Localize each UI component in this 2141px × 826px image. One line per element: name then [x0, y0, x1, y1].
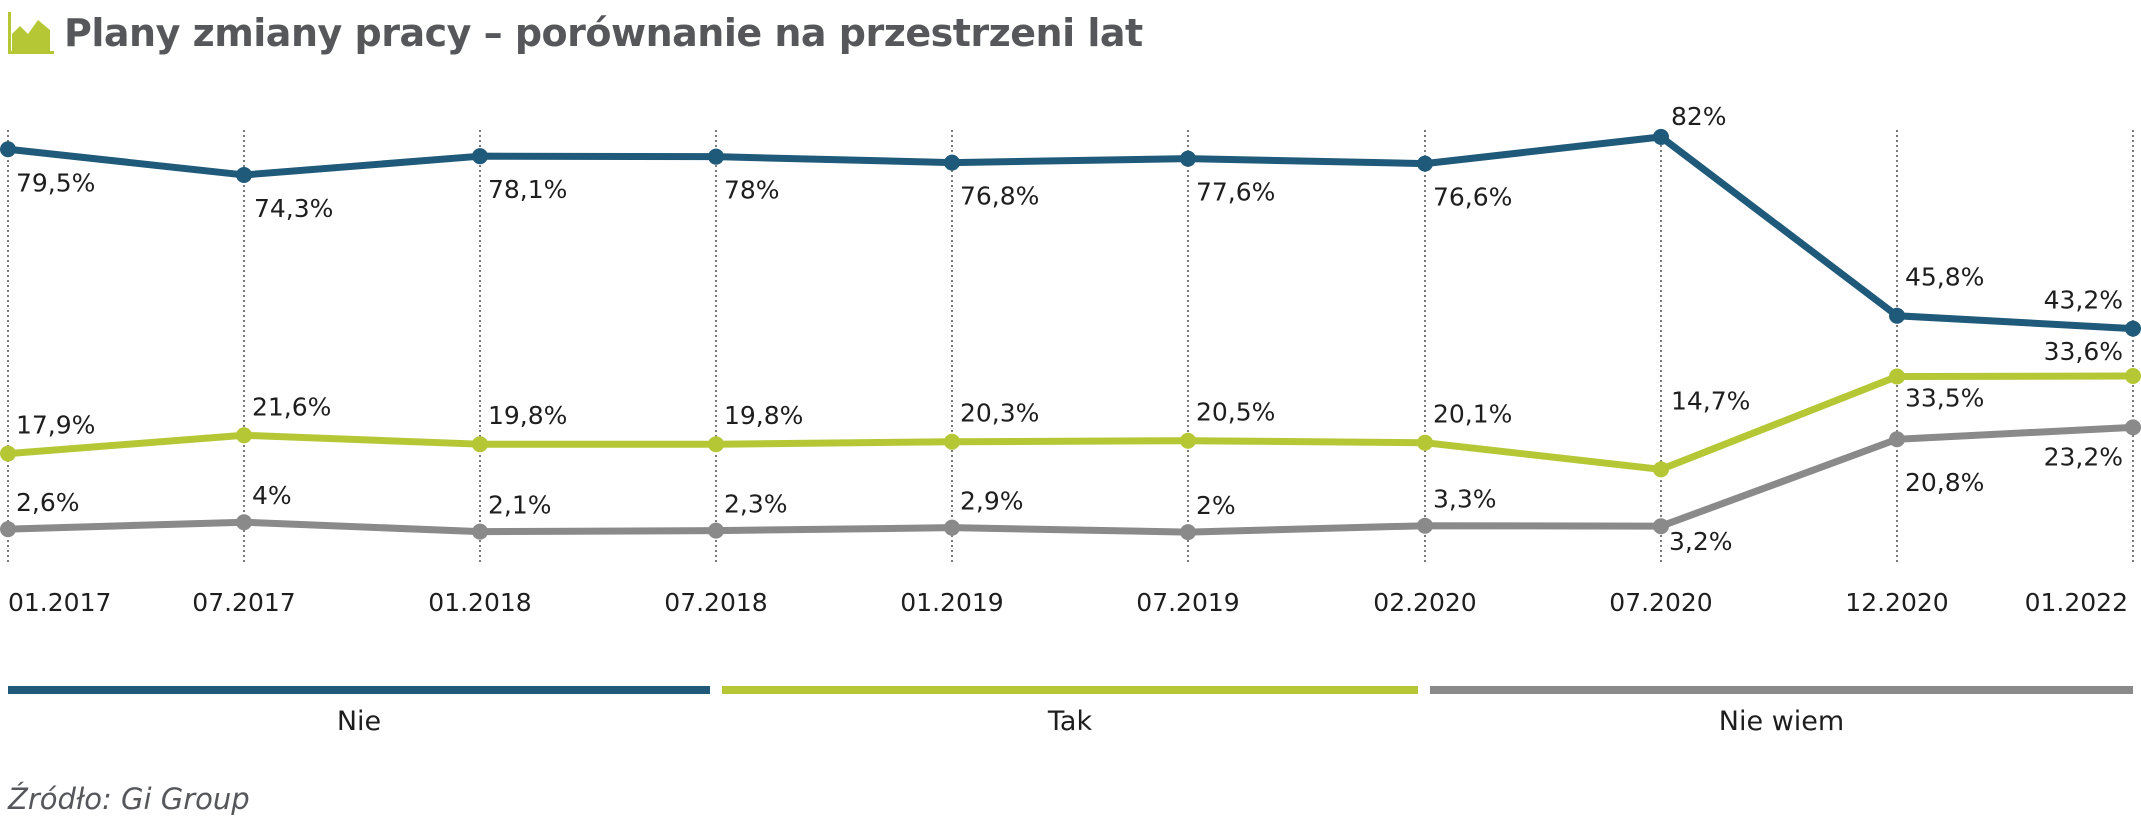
title-row: Plany zmiany pracy – porównanie na przes… [8, 8, 1143, 58]
series-line-nie [7, 133, 2134, 333]
data-point [472, 148, 488, 165]
data-point [2125, 419, 2141, 436]
legend-swatch [8, 686, 710, 694]
data-point [0, 141, 16, 158]
x-axis-ticks: 01.2017 07.2017 01.2018 07.2018 01.2019 07.20… [8, 588, 2128, 617]
data-point [944, 519, 960, 536]
data-point [2125, 320, 2141, 337]
data-label: 23,2% [2044, 442, 2123, 471]
data-label: 3,2% [1669, 527, 1733, 556]
data-label: 78% [724, 176, 780, 205]
data-label: 2,6% [16, 488, 80, 517]
x-tick-label: 02.2020 [1373, 588, 1476, 617]
data-point [708, 522, 724, 539]
series-line-nie-wiem [7, 423, 2134, 536]
data-label: 2% [1196, 491, 1236, 520]
series-lines [7, 133, 2134, 536]
source-note: Źródło: Gi Group [8, 782, 250, 816]
data-label: 17,9% [16, 411, 95, 440]
data-point [236, 166, 252, 183]
x-tick-label: 07.2018 [664, 588, 767, 617]
data-labels: 79,5% 74,3% 78,1% 78% 76,8% 77,6% 76,6% 82% 45,8… [16, 102, 2123, 556]
x-tick-label: 01.2017 [8, 588, 111, 617]
legend-swatch [722, 686, 1418, 694]
legend-label: Nie wiem [1719, 706, 1844, 737]
x-tick-label: 07.2019 [1136, 588, 1239, 617]
data-points [0, 128, 2141, 541]
data-label: 4% [252, 481, 292, 510]
data-point [1653, 128, 1669, 145]
legend-label: Nie [337, 706, 381, 737]
data-label: 3,3% [1433, 485, 1497, 514]
data-label: 20,3% [960, 399, 1039, 428]
data-point [1417, 155, 1433, 172]
data-point [1180, 432, 1196, 449]
data-label: 19,8% [488, 401, 567, 430]
data-label: 14,7% [1671, 386, 1750, 415]
data-point [1653, 461, 1669, 478]
data-point [1889, 307, 1905, 324]
x-tick-label: 07.2017 [192, 588, 295, 617]
data-point [1417, 517, 1433, 534]
data-point [1180, 524, 1196, 541]
x-tick-label: 07.2020 [1609, 588, 1712, 617]
data-label: 82% [1671, 102, 1727, 131]
data-label: 20,8% [1905, 468, 1984, 497]
x-tick-label: 01.2018 [428, 588, 531, 617]
data-label: 2,9% [960, 487, 1024, 516]
data-point [708, 436, 724, 453]
data-point [1653, 518, 1669, 535]
data-label: 76,8% [960, 182, 1039, 211]
data-label: 79,5% [16, 168, 95, 197]
grid-lines [7, 130, 2134, 562]
data-label: 78,1% [488, 175, 567, 204]
data-point [1180, 150, 1196, 167]
data-point [472, 523, 488, 540]
data-label: 45,8% [1905, 263, 1984, 292]
data-label: 2,1% [488, 491, 552, 520]
series-line-tak [7, 372, 2134, 473]
data-label: 33,6% [2044, 337, 2123, 366]
data-label: 74,3% [254, 194, 333, 223]
data-point [236, 427, 252, 444]
data-point [472, 436, 488, 453]
data-label: 76,6% [1433, 183, 1512, 212]
legend-swatch [1430, 686, 2133, 694]
x-tick-label: 12.2020 [1845, 588, 1948, 617]
page-title: Plany zmiany pracy – porównanie na przes… [64, 11, 1143, 55]
data-label: 43,2% [2044, 286, 2123, 315]
x-tick-label: 01.2019 [900, 588, 1003, 617]
data-point [0, 445, 16, 462]
data-point [1889, 431, 1905, 448]
legend: Nie Tak Nie wiem [8, 686, 2133, 737]
data-point [944, 433, 960, 450]
x-tick-label: 01.2022 [2025, 588, 2128, 617]
data-point [0, 521, 16, 538]
data-point [1889, 368, 1905, 385]
data-label: 19,8% [724, 401, 803, 430]
data-label: 77,6% [1196, 178, 1275, 207]
data-label: 21,6% [252, 392, 331, 421]
area-chart-icon [8, 12, 54, 54]
data-point [944, 154, 960, 171]
data-label: 20,5% [1196, 398, 1275, 427]
legend-label: Tak [1047, 706, 1093, 737]
data-label: 2,3% [724, 490, 788, 519]
data-label: 33,5% [1905, 384, 1984, 413]
data-point [708, 148, 724, 165]
data-point [1417, 434, 1433, 451]
data-point [236, 514, 252, 531]
data-label: 20,1% [1433, 400, 1512, 429]
data-point [2125, 368, 2141, 385]
